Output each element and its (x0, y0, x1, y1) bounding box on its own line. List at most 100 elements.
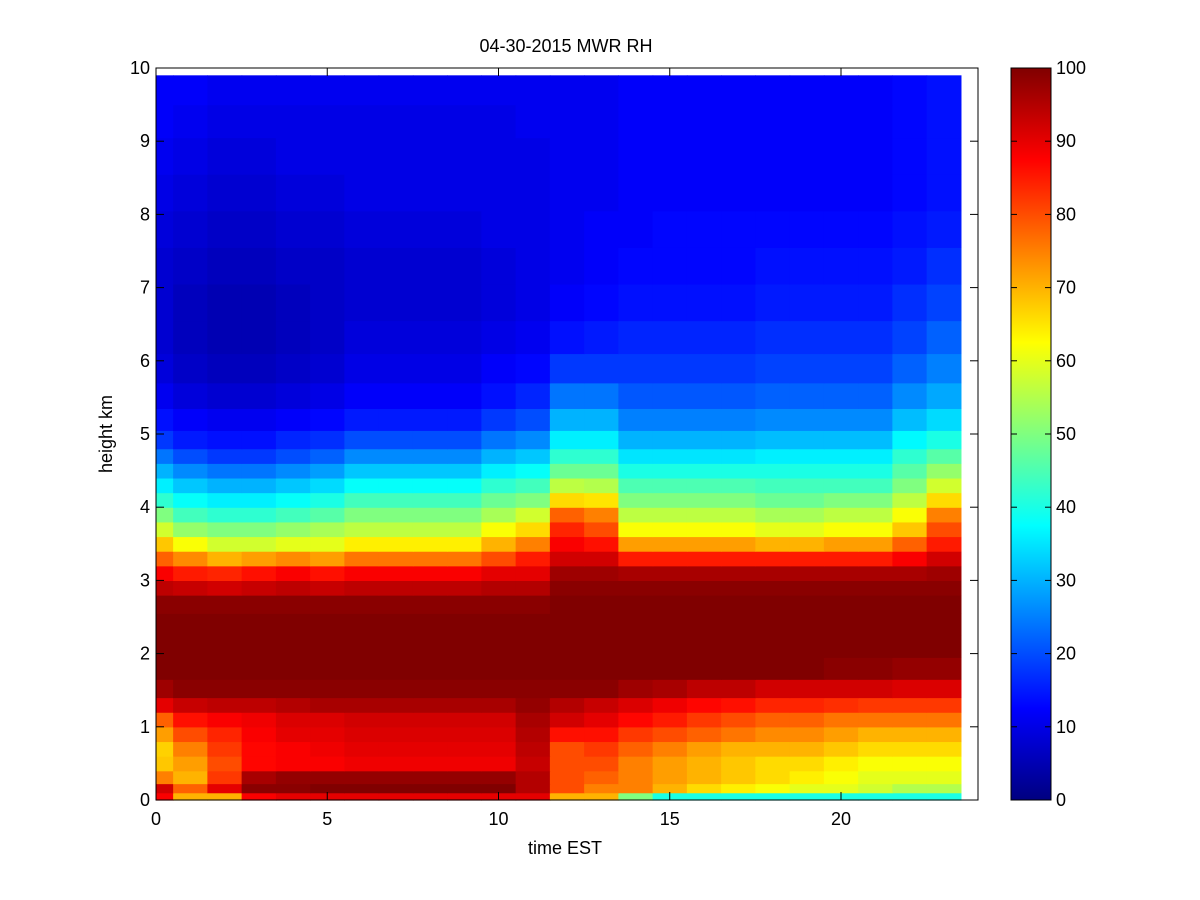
heatmap-cell (652, 448, 688, 464)
heatmap-cell (892, 477, 928, 494)
heatmap-cell (412, 448, 448, 464)
heatmap-cell (275, 726, 311, 743)
heatmap-cell (207, 565, 243, 581)
heatmap-cell (412, 595, 448, 614)
heatmap-cell (858, 353, 893, 384)
heatmap-cell (789, 247, 825, 285)
heatmap-cell (584, 320, 619, 355)
heatmap-cell (241, 210, 277, 248)
heatmap-cell (789, 741, 825, 757)
heatmap-cell (858, 104, 893, 139)
heatmap-cell (721, 697, 756, 713)
heatmap-cell (755, 353, 791, 384)
heatmap-cell (652, 595, 688, 614)
heatmap-cell (584, 756, 619, 772)
heatmap-cell (823, 657, 859, 680)
heatmap-cell (926, 613, 962, 636)
heatmap-cell (823, 477, 859, 494)
heatmap-cell (584, 283, 619, 322)
heatmap-cell (858, 595, 893, 614)
heatmap-cell (823, 521, 859, 538)
heatmap-cell (275, 477, 311, 494)
heatmap-cell (755, 174, 791, 212)
heatmap-cell (344, 595, 380, 614)
heatmap-cell (652, 770, 688, 785)
heatmap-cell (207, 756, 243, 772)
heatmap-cell (515, 430, 551, 450)
heatmap-cell (173, 741, 208, 757)
heatmap-cell (892, 726, 928, 743)
heatmap-cell (275, 635, 311, 658)
heatmap-cell (344, 792, 380, 801)
heatmap-cell (686, 353, 722, 384)
heatmap-cell (926, 536, 962, 552)
heatmap-cell (310, 492, 345, 508)
heatmap-cell (926, 741, 962, 757)
heatmap-cell (207, 174, 243, 212)
heatmap-cell (156, 75, 174, 106)
heatmap-cell (481, 756, 517, 772)
heatmap-cell (549, 507, 585, 523)
heatmap-cell (310, 657, 345, 680)
heatmap-cell (823, 210, 859, 248)
heatmap-cell (156, 792, 174, 801)
heatmap-cell (584, 521, 619, 538)
heatmap-cell (241, 320, 277, 355)
heatmap-cell (275, 283, 311, 322)
heatmap-cell (515, 679, 551, 699)
heatmap-cell (412, 210, 448, 248)
heatmap-cell (584, 492, 619, 508)
heatmap-cell (515, 712, 551, 728)
heatmap-cell (412, 792, 448, 801)
colorbar-ticks: 0 10 20 30 40 50 60 70 80 90 100 (1011, 58, 1086, 810)
heatmap-cell (275, 595, 311, 614)
heatmap-cell (275, 382, 311, 409)
heatmap-cell (686, 137, 722, 175)
heatmap-cell (207, 792, 243, 801)
heatmap-cell (447, 210, 482, 248)
heatmap-cell (755, 477, 791, 494)
heatmap-cell (447, 770, 482, 785)
heatmap-cell (515, 320, 551, 355)
heatmap-cell (173, 430, 208, 450)
heatmap-cell (823, 679, 859, 699)
heatmap-cell (721, 283, 756, 322)
heatmap-cell (156, 104, 174, 139)
heatmap-cell (926, 448, 962, 464)
heatmap-cell (344, 463, 380, 479)
heatmap-cell (858, 247, 893, 285)
heatmap-cell (926, 137, 962, 175)
heatmap-cell (344, 137, 380, 175)
heatmap-cell (686, 679, 722, 699)
heatmap-cell (652, 104, 688, 139)
heatmap-cell (378, 679, 414, 699)
heatmap-cell (549, 712, 585, 728)
heatmap-cell (858, 551, 893, 567)
heatmap-cell (344, 741, 380, 757)
heatmap-cell (173, 75, 208, 106)
heatmap-cell (207, 283, 243, 322)
heatmap-cell (652, 430, 688, 450)
heatmap-cell (755, 679, 791, 699)
heatmap-cell (892, 521, 928, 538)
heatmap-cell (156, 137, 174, 175)
heatmap-cell (926, 477, 962, 494)
heatmap-cell (275, 551, 311, 567)
heatmap-cell (173, 595, 208, 614)
heatmap-cell (721, 521, 756, 538)
heatmap-cell (412, 137, 448, 175)
heatmap-cell (755, 756, 791, 772)
heatmap-cell (481, 382, 517, 409)
heatmap-cell (618, 210, 654, 248)
heatmap-cell (549, 580, 585, 596)
heatmap-cell (378, 697, 414, 713)
heatmap-cell (173, 463, 208, 479)
heatmap-cell (584, 792, 619, 801)
heatmap-cell (344, 536, 380, 552)
heatmap-cell (652, 463, 688, 479)
heatmap-cell (378, 174, 414, 212)
heatmap-cell (549, 635, 585, 658)
heatmap-cell (412, 247, 448, 285)
heatmap-cell (447, 430, 482, 450)
heatmap-cell (412, 613, 448, 636)
